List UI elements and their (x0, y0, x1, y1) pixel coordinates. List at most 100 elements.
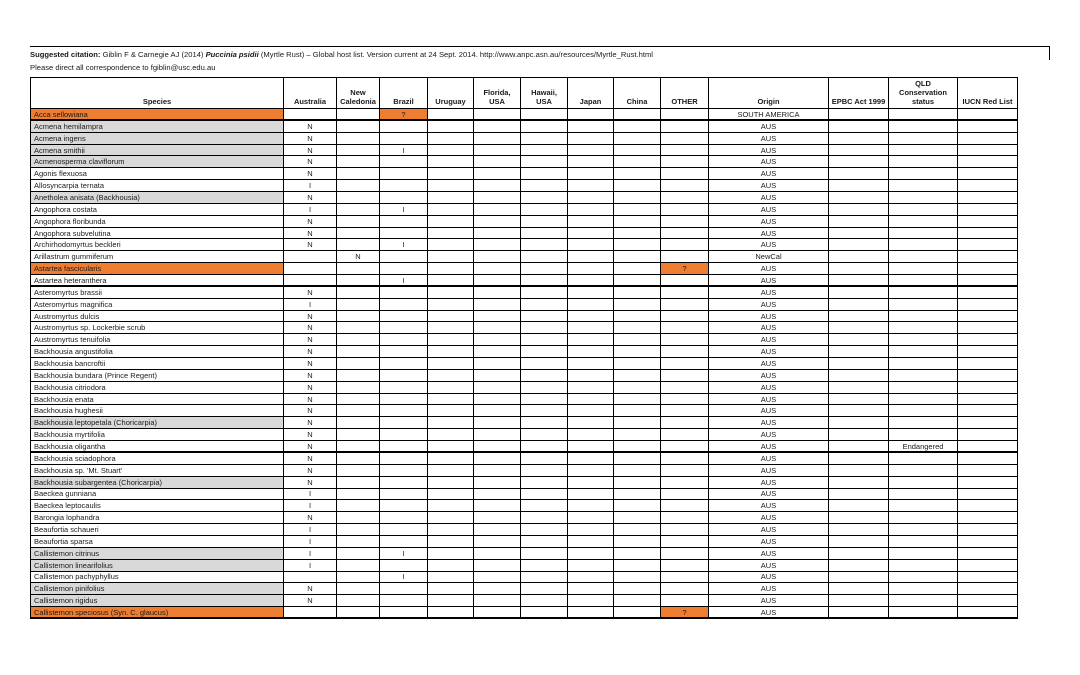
china-cell (613, 285, 661, 299)
iucn-cell (957, 250, 1018, 264)
china-cell (613, 250, 661, 264)
species-cell: Callistemon pinifolius (30, 582, 284, 596)
iucn-cell (957, 202, 1018, 216)
iucn-cell (957, 368, 1018, 382)
table-row: Archirhodomyrtus beckleri N I AUS (30, 238, 1018, 252)
origin-cell: AUS (708, 191, 829, 204)
florida_usa-cell (473, 262, 521, 276)
qld-cell (888, 274, 958, 288)
japan-cell (567, 440, 614, 454)
brazil-cell (379, 131, 428, 145)
china-cell (613, 191, 661, 204)
australia-cell (283, 606, 337, 620)
origin-cell: AUS (708, 357, 829, 370)
qld-cell (888, 226, 958, 240)
china-cell (613, 558, 661, 572)
species-cell: Austromyrtus tenuifolia (30, 333, 284, 347)
iucn-cell (957, 131, 1018, 145)
florida_usa-cell (473, 523, 521, 536)
other-cell (660, 108, 709, 122)
uruguay-cell (427, 546, 474, 560)
qld-cell (888, 463, 958, 477)
brazil-cell (379, 440, 428, 454)
species-cell: Backhousia bundara (Prince Regent) (30, 368, 284, 382)
origin-cell: AUS (708, 119, 829, 133)
australia-cell: N (283, 582, 337, 596)
brazil-cell (379, 179, 428, 193)
japan-cell (567, 226, 614, 240)
new_caledonia-cell (336, 416, 380, 430)
other-cell (660, 534, 709, 548)
new_caledonia-cell (336, 546, 380, 560)
other-cell (660, 309, 709, 323)
origin-cell: AUS (708, 606, 829, 620)
species-cell: Asteromyrtus brassii (30, 285, 284, 299)
new_caledonia-cell (336, 202, 380, 216)
species-cell: Baeckea gunniana (30, 487, 284, 501)
qld-cell (888, 119, 958, 133)
uruguay-cell (427, 570, 474, 584)
australia-cell: N (283, 357, 337, 370)
epbc-cell (828, 226, 889, 240)
florida_usa-cell (473, 380, 521, 394)
new_caledonia-cell (336, 262, 380, 276)
iucn-cell (957, 274, 1018, 288)
origin-cell: AUS (708, 511, 829, 525)
brazil-cell: I (379, 238, 428, 252)
origin-cell: AUS (708, 131, 829, 145)
species-cell: Asteromyrtus magnifica (30, 297, 284, 311)
species-cell: Acca sellowiana (30, 108, 284, 122)
japan-cell (567, 108, 614, 122)
uruguay-cell (427, 262, 474, 276)
qld-cell (888, 131, 958, 145)
new_caledonia-cell (336, 226, 380, 240)
australia-cell: N (283, 321, 337, 335)
qld-cell (888, 285, 958, 299)
table-row: Allosyncarpia ternata I AUS (30, 179, 1018, 193)
other-cell (660, 143, 709, 157)
florida_usa-cell (473, 179, 521, 193)
iucn-cell (957, 428, 1018, 442)
qld-cell (888, 534, 958, 548)
epbc-cell (828, 451, 889, 465)
origin-cell: AUS (708, 274, 829, 288)
species-cell: Angophora floribunda (30, 214, 284, 228)
australia-cell: N (283, 285, 337, 299)
hawaii_usa-cell (520, 357, 568, 370)
florida_usa-cell (473, 297, 521, 311)
new_caledonia-cell (336, 119, 380, 133)
iucn-cell (957, 440, 1018, 454)
hawaii_usa-cell (520, 440, 568, 454)
origin-cell: AUS (708, 523, 829, 536)
japan-cell (567, 285, 614, 299)
qld-cell (888, 250, 958, 264)
qld-cell (888, 321, 958, 335)
japan-cell (567, 416, 614, 430)
china-cell (613, 202, 661, 216)
australia-cell: I (283, 487, 337, 501)
citation-line: Suggested citation: Giblin F & Carnegie … (30, 48, 1050, 61)
australia-cell: N (283, 309, 337, 323)
epbc-cell (828, 167, 889, 181)
brazil-cell (379, 155, 428, 169)
florida_usa-cell (473, 131, 521, 145)
australia-cell: N (283, 238, 337, 252)
species-cell: Austromyrtus dulcis (30, 309, 284, 323)
china-cell (613, 179, 661, 193)
table-row: Acmena hemilampra N AUS (30, 119, 1018, 133)
florida_usa-cell (473, 475, 521, 489)
hawaii_usa-cell (520, 582, 568, 596)
brazil-cell: I (379, 202, 428, 216)
citation-authors: Giblin F & Carnegie AJ (2014) (100, 50, 206, 59)
brazil-cell (379, 594, 428, 608)
species-cell: Acmenosperma claviflorum (30, 155, 284, 169)
iucn-cell (957, 297, 1018, 311)
species-cell: Callistemon pachyphyllus (30, 570, 284, 584)
hawaii_usa-cell (520, 131, 568, 145)
iucn-cell (957, 392, 1018, 406)
brazil-cell (379, 451, 428, 465)
border-tick (1049, 46, 1050, 60)
hawaii_usa-cell (520, 143, 568, 157)
qld-cell (888, 214, 958, 228)
australia-cell: N (283, 226, 337, 240)
